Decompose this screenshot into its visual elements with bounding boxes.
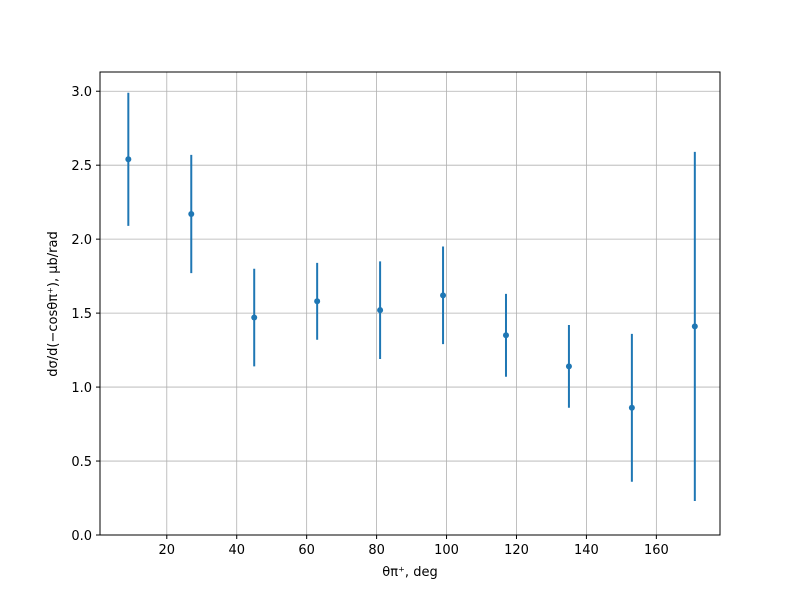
point <box>628 404 635 411</box>
y-tick-label: 2.5 <box>71 159 92 174</box>
x-tick-label: 20 <box>159 543 176 558</box>
y-tick-label: 0.0 <box>71 529 92 544</box>
point <box>125 156 132 163</box>
x-tick-label: 140 <box>574 543 599 558</box>
y-tick-label: 1.5 <box>71 307 92 322</box>
point <box>502 332 509 339</box>
x-tick-label: 100 <box>434 543 459 558</box>
point <box>251 314 258 321</box>
x-tick-label: 60 <box>298 543 315 558</box>
x-tick-label: 120 <box>504 543 529 558</box>
point <box>691 323 698 330</box>
point <box>314 298 321 305</box>
y-tick-label: 0.5 <box>71 455 92 470</box>
point <box>565 363 572 370</box>
y-tick-label: 2.0 <box>71 233 92 248</box>
x-axis-label: θπ⁺, deg <box>382 565 437 580</box>
x-tick-label: 80 <box>368 543 385 558</box>
point <box>377 307 384 314</box>
y-tick-label: 1.0 <box>71 381 92 396</box>
plot-frame <box>99 71 721 536</box>
point <box>188 211 195 218</box>
point <box>440 292 447 299</box>
y-axis-label: dσ/d(−cosθπ⁺), μb/rad <box>46 231 61 376</box>
x-tick-label: 40 <box>228 543 245 558</box>
x-tick-label: 160 <box>644 543 669 558</box>
y-tick-label: 3.0 <box>71 85 92 100</box>
